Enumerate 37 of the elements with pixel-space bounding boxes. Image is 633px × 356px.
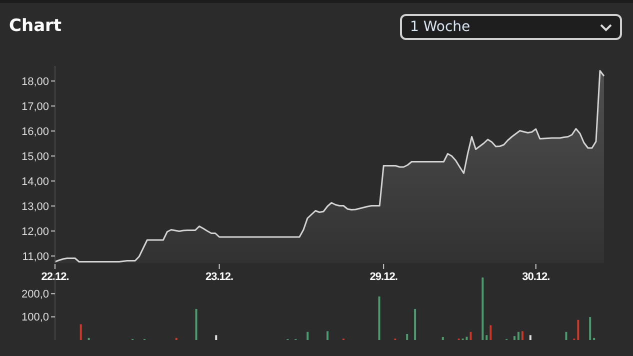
y-tick-label: 200,0 xyxy=(21,288,49,301)
y-tick-label: 18,00 xyxy=(21,76,49,88)
y-tick-label: 100,0 xyxy=(21,312,49,324)
bar xyxy=(215,335,218,340)
bar xyxy=(414,308,416,340)
y-tick-label: 16,00 xyxy=(21,126,49,138)
bar xyxy=(470,332,472,340)
x-tick-label: 29.12. xyxy=(370,271,398,283)
bar xyxy=(577,320,580,340)
y-tick-label: 11,00 xyxy=(22,250,49,263)
bar xyxy=(517,332,520,340)
y-tick-label: 15,00 xyxy=(21,150,49,163)
bar xyxy=(326,331,329,340)
bar xyxy=(406,334,408,340)
bar xyxy=(80,324,82,340)
bar xyxy=(565,332,568,340)
bar xyxy=(195,308,198,340)
bar xyxy=(306,332,309,340)
x-tick-label: 30.12. xyxy=(522,271,550,283)
bar xyxy=(490,325,492,340)
bar xyxy=(514,336,516,340)
bar xyxy=(442,336,444,340)
bar xyxy=(466,336,468,340)
x-tick-label: 22.12. xyxy=(41,271,70,283)
bar xyxy=(378,296,380,340)
bar xyxy=(521,331,524,340)
chart-title: Chart xyxy=(9,16,62,36)
text: 1 Woche xyxy=(410,19,470,35)
y-tick-label: 12,00 xyxy=(21,226,49,238)
y-tick-label: 14,00 xyxy=(21,176,49,188)
bar xyxy=(589,317,592,340)
y-tick-label: 17,00 xyxy=(21,100,49,113)
bar xyxy=(482,277,484,340)
x-tick-label: 23.12. xyxy=(206,271,234,283)
bar xyxy=(529,335,532,340)
bar xyxy=(486,335,488,340)
y-tick-label: 13,00 xyxy=(21,200,49,213)
